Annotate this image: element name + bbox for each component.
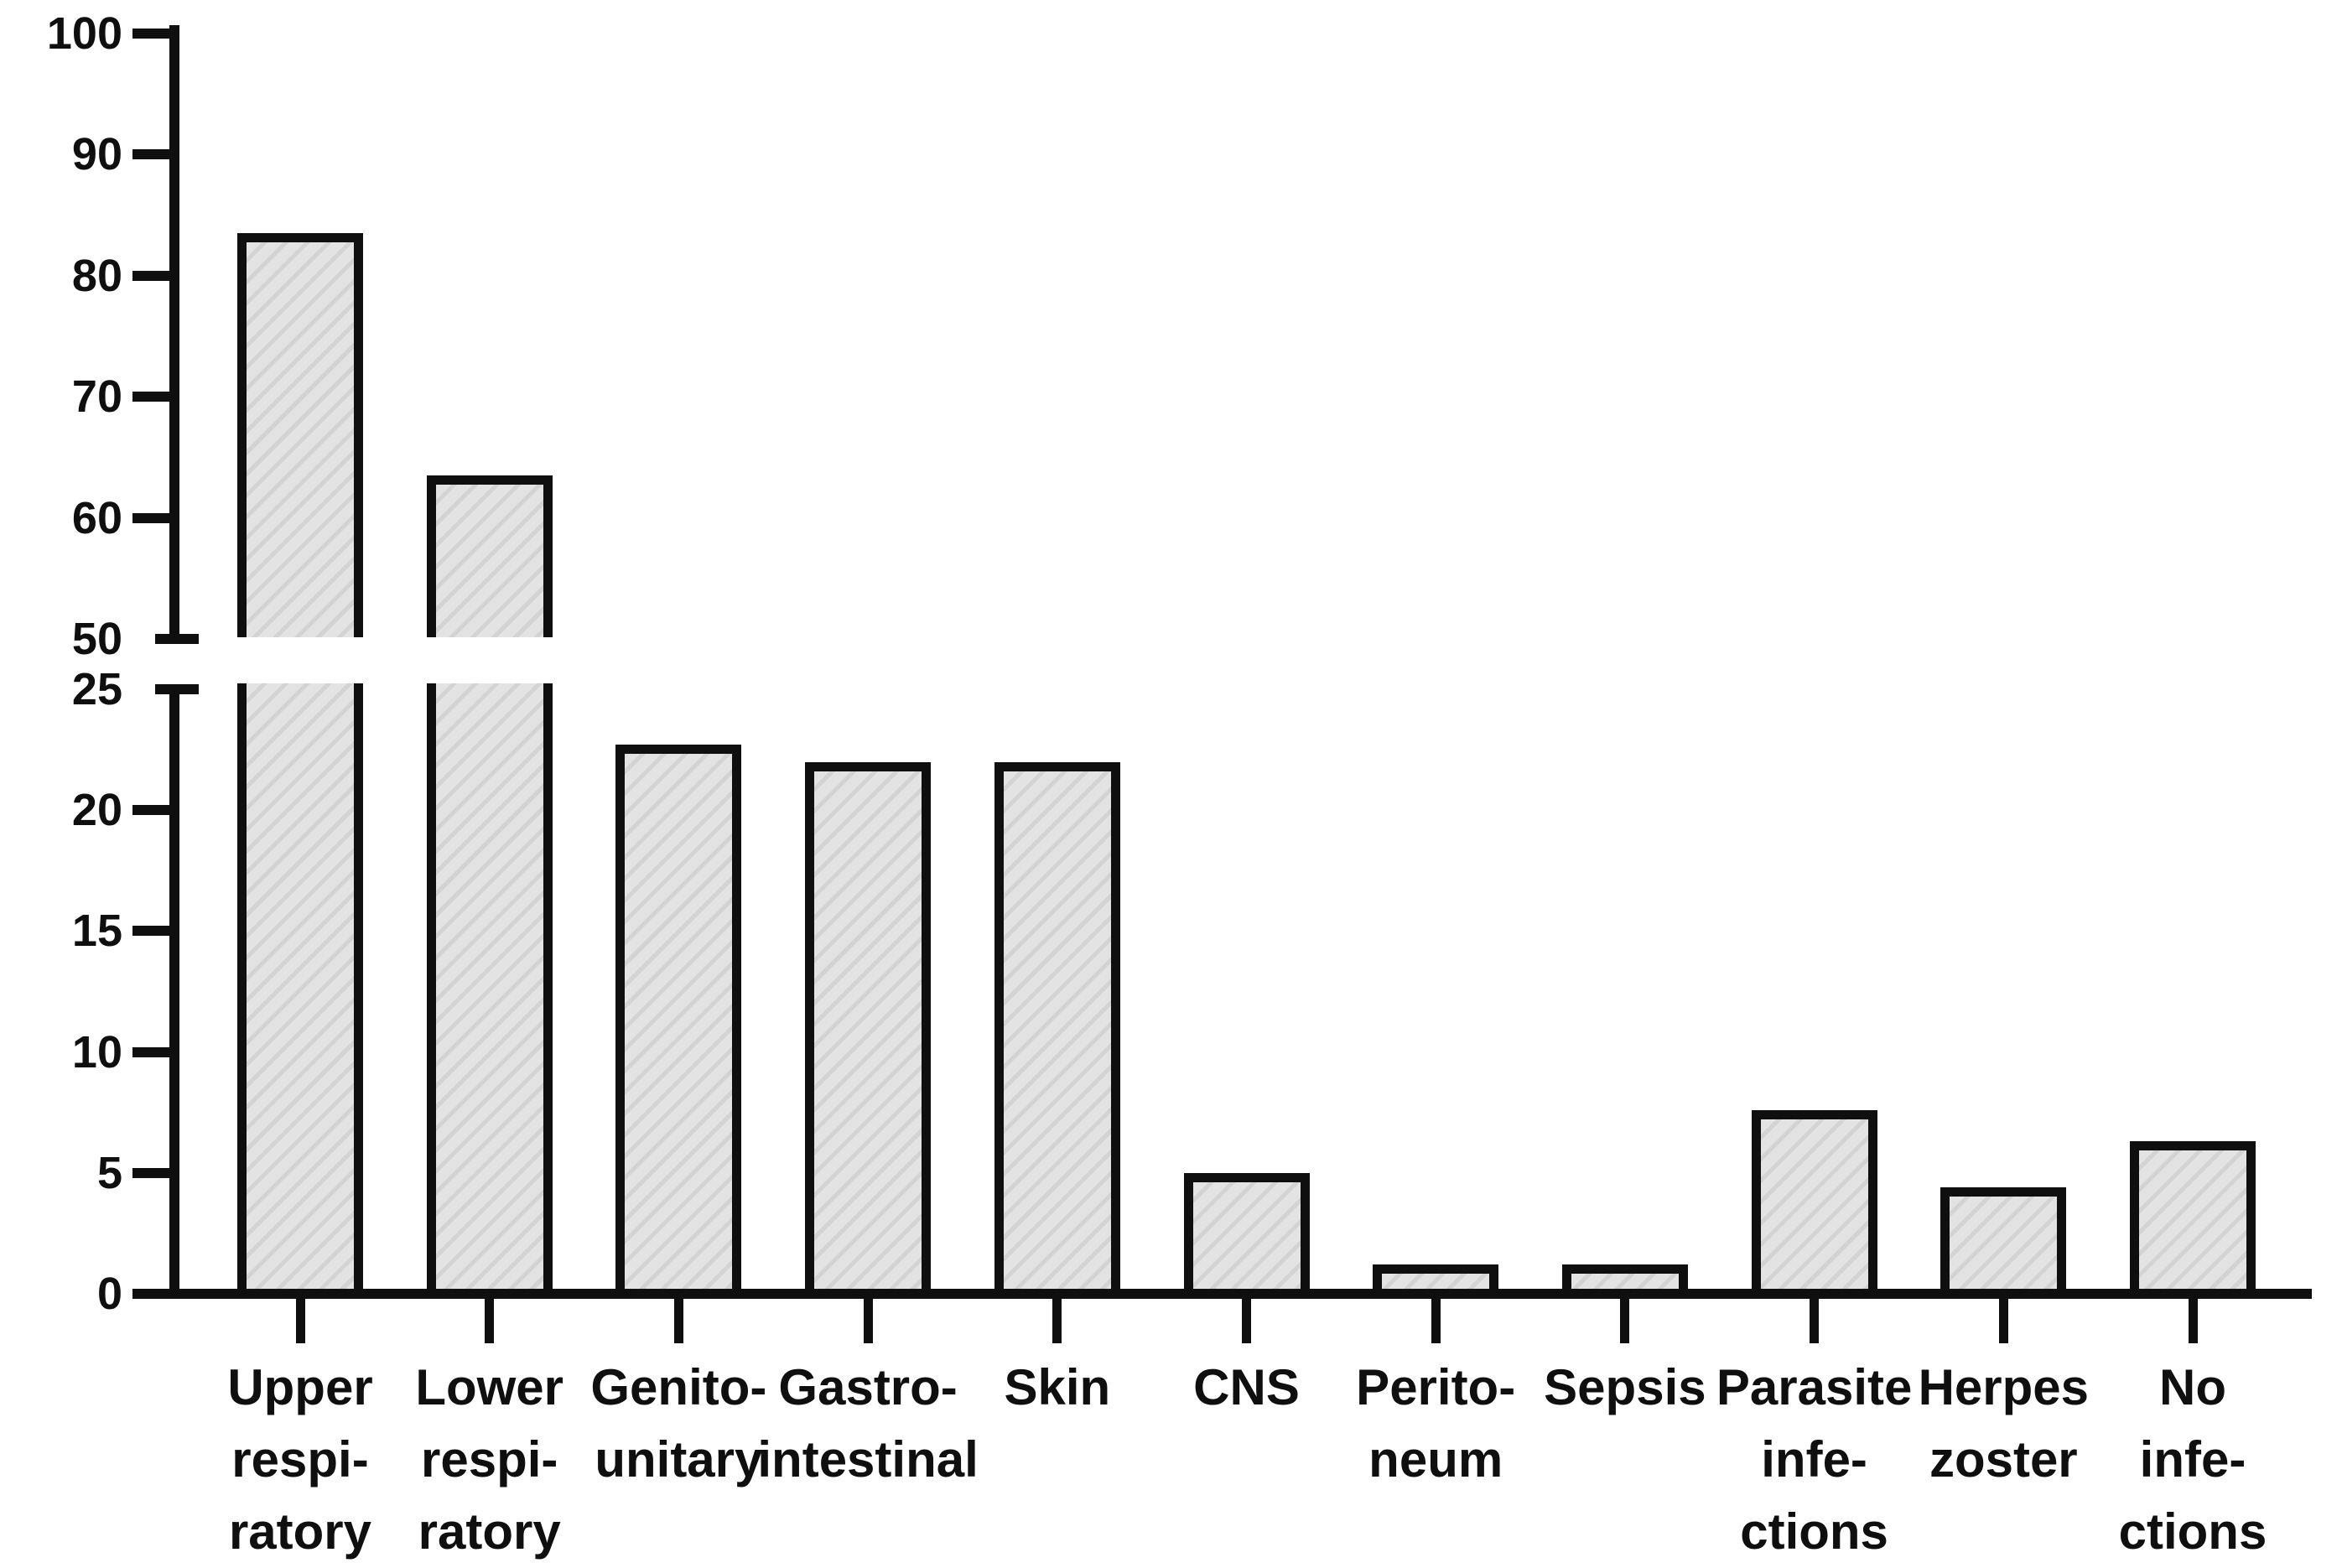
y-tick-20	[132, 805, 176, 816]
x-tick-3	[673, 1299, 683, 1343]
y-tick-10	[132, 1046, 176, 1057]
category-label-line: zoster	[1929, 1431, 2078, 1488]
bar-lower-respiratory-upper-piece	[426, 475, 553, 637]
y-tick-100	[132, 29, 176, 39]
category-label-no-infections: No infe-ctions	[2080, 1352, 2306, 1568]
y-tick-90	[132, 149, 176, 160]
y-tick-50	[155, 634, 199, 644]
category-label-line: unitary	[595, 1431, 763, 1488]
bar-herpes-zoster	[1940, 1187, 2067, 1299]
y-tick-label-50: 50	[71, 614, 122, 664]
category-label-cns: CNS	[1134, 1352, 1360, 1424]
category-label-line: Perito-	[1356, 1359, 1516, 1415]
bar-upper-respiratory-upper-piece	[237, 233, 363, 637]
category-label-line: intestinal	[757, 1431, 979, 1488]
y-tick-70	[132, 392, 176, 402]
bar-cns	[1183, 1172, 1310, 1299]
x-tick-11	[2188, 1299, 2198, 1343]
x-axis	[169, 1289, 2312, 1299]
category-label-parasite-infections: Parasite infe-ctions	[1701, 1352, 1928, 1568]
y-tick-60	[132, 512, 176, 523]
category-label-gastro-intestinal: Gastro-intestinal	[755, 1352, 981, 1496]
category-label-line: neum	[1368, 1431, 1503, 1488]
bar-genito-unitary	[615, 745, 742, 1299]
category-label-line: infe-	[2139, 1431, 2246, 1488]
y-tick-label-20: 20	[71, 785, 122, 836]
category-label-perito-neum: Perito-neum	[1322, 1352, 1549, 1496]
y-axis-bottom-segment	[169, 684, 179, 1299]
x-tick-1	[295, 1299, 305, 1343]
y-tick-label-15: 15	[71, 906, 122, 957]
category-label-line: Genito-	[590, 1359, 767, 1415]
y-tick-label-10: 10	[71, 1026, 122, 1077]
bar-no-infections	[2130, 1141, 2256, 1299]
bar-parasite-infections	[1751, 1109, 1877, 1299]
y-tick-15	[132, 926, 176, 937]
y-tick-label-70: 70	[71, 371, 122, 423]
category-label-line: No	[2159, 1359, 2226, 1415]
category-label-line: Skin	[1004, 1359, 1111, 1415]
category-label-line: ctions	[2118, 1503, 2267, 1560]
y-tick-label-5: 5	[96, 1147, 122, 1198]
bar-upper-respiratory-lower-piece	[237, 683, 363, 1299]
x-tick-10	[1998, 1299, 2008, 1343]
x-tick-5	[1052, 1299, 1062, 1343]
y-tick-label-25: 25	[71, 664, 122, 714]
bar-gastro-intestinal	[805, 761, 932, 1299]
y-tick-0	[132, 1289, 176, 1299]
y-tick-label-90: 90	[71, 129, 122, 180]
category-label-line: Gastro-	[778, 1359, 958, 1415]
category-label-line: ctions	[1740, 1503, 1888, 1560]
category-label-line: CNS	[1193, 1359, 1300, 1415]
bar-lower-respiratory-lower-piece	[426, 683, 553, 1299]
category-label-genito-unitary: Genito-unitary	[565, 1352, 792, 1496]
category-label-skin: Skin	[944, 1352, 1171, 1424]
y-tick-label-80: 80	[71, 250, 122, 301]
y-tick-5	[132, 1167, 176, 1178]
category-label-line: infe-	[1761, 1431, 1867, 1488]
category-label-line: respi-	[420, 1431, 558, 1488]
y-tick-label-100: 100	[46, 8, 122, 59]
category-label-line: Lower	[415, 1359, 564, 1415]
y-axis-top-segment	[169, 25, 179, 644]
category-label-line: Parasite	[1716, 1359, 1913, 1415]
category-label-line: Sepsis	[1544, 1359, 1706, 1415]
category-label-upper-respiratory: Upper respi-ratory	[187, 1352, 413, 1568]
y-tick-label-60: 60	[71, 492, 122, 543]
category-label-herpes-zoster: Herpes zoster	[1890, 1352, 2116, 1496]
y-tick-25	[155, 684, 199, 694]
y-tick-80	[132, 270, 176, 281]
category-label-sepsis: Sepsis	[1512, 1352, 1738, 1424]
category-label-line: Upper	[227, 1359, 373, 1415]
x-tick-9	[1810, 1299, 1820, 1343]
x-tick-4	[863, 1299, 873, 1343]
y-tick-label-0: 0	[96, 1269, 122, 1319]
x-tick-8	[1620, 1299, 1630, 1343]
category-label-line: respi-	[231, 1431, 369, 1488]
category-label-line: Herpes	[1918, 1359, 2090, 1415]
category-label-line: ratory	[418, 1503, 561, 1560]
x-tick-7	[1431, 1299, 1441, 1343]
x-tick-6	[1242, 1299, 1251, 1343]
category-label-line: ratory	[228, 1503, 372, 1560]
category-label-lower-respiratory: Lower respi-ratory	[376, 1352, 603, 1568]
x-tick-2	[485, 1299, 495, 1343]
bar-skin	[994, 761, 1120, 1299]
